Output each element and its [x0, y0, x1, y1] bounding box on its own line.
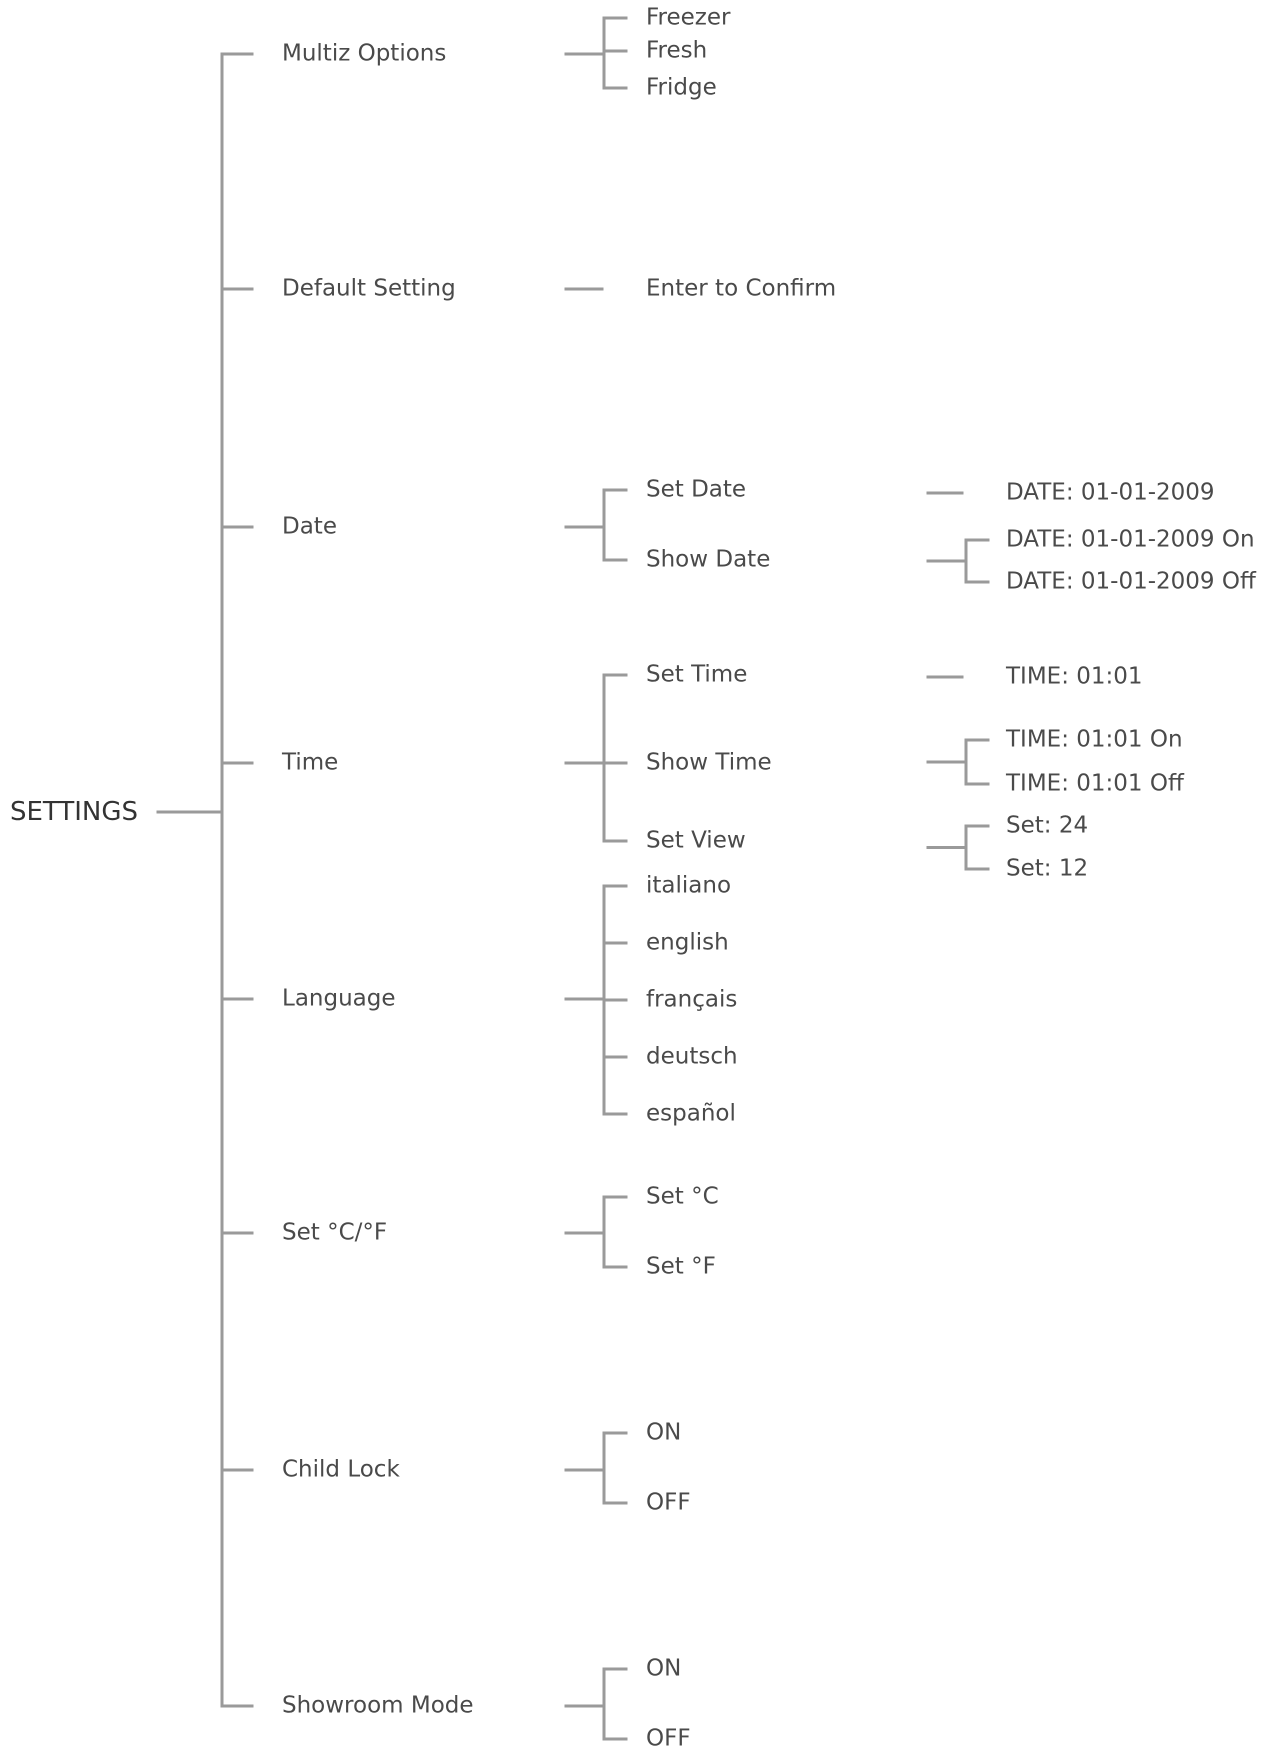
child-label-units-1: Set °F	[646, 1253, 716, 1280]
child-label-language-2: français	[646, 986, 738, 1013]
branch-label-time: Time	[282, 749, 339, 776]
child-label-multiz-2: Fridge	[646, 74, 717, 101]
child-label-multiz-1: Fresh	[646, 37, 708, 64]
grandchild-label-time-2-0: Set: 24	[1006, 812, 1089, 839]
child-label-default-0: Enter to Confirm	[646, 275, 837, 302]
child-label-childlock-0: ON	[646, 1419, 682, 1446]
grandchild-label-time-1-0: TIME: 01:01 On	[1006, 726, 1183, 753]
child-label-showroom-1: OFF	[646, 1725, 691, 1752]
child-label-language-4: español	[646, 1100, 736, 1127]
grandchild-label-time-1-1: TIME: 01:01 Off	[1006, 770, 1184, 797]
grandchild-label-time-2-1: Set: 12	[1006, 855, 1089, 882]
child-label-time-1: Show Time	[646, 749, 772, 776]
child-label-date-0: Set Date	[646, 476, 747, 503]
branch-label-default: Default Setting	[282, 275, 456, 302]
branch-label-showroom: Showroom Mode	[282, 1692, 474, 1719]
branch-label-language: Language	[282, 985, 396, 1012]
child-label-multiz-0: Freezer	[646, 4, 731, 31]
child-label-language-3: deutsch	[646, 1043, 738, 1070]
grandchild-label-date-0-0: DATE: 01-01-2009	[1006, 479, 1215, 506]
child-label-language-0: italiano	[646, 872, 732, 899]
grandchild-label-date-1-1: DATE: 01-01-2009 Off	[1006, 568, 1256, 595]
branch-label-multiz: Multiz Options	[282, 40, 447, 67]
child-label-language-1: english	[646, 929, 729, 956]
child-label-time-2: Set View	[646, 827, 746, 854]
branch-label-date: Date	[282, 513, 337, 540]
grandchild-label-time-0-0: TIME: 01:01	[1006, 663, 1143, 690]
child-label-showroom-0: ON	[646, 1655, 682, 1682]
child-label-time-0: Set Time	[646, 661, 748, 688]
child-label-date-1: Show Date	[646, 546, 771, 573]
branch-label-childlock: Child Lock	[282, 1456, 400, 1483]
grandchild-label-date-1-0: DATE: 01-01-2009 On	[1006, 526, 1255, 553]
root-label-settings: SETTINGS	[10, 797, 139, 827]
branch-label-units: Set °C/°F	[282, 1219, 388, 1246]
child-label-childlock-1: OFF	[646, 1489, 691, 1516]
child-label-units-0: Set °C	[646, 1183, 719, 1210]
